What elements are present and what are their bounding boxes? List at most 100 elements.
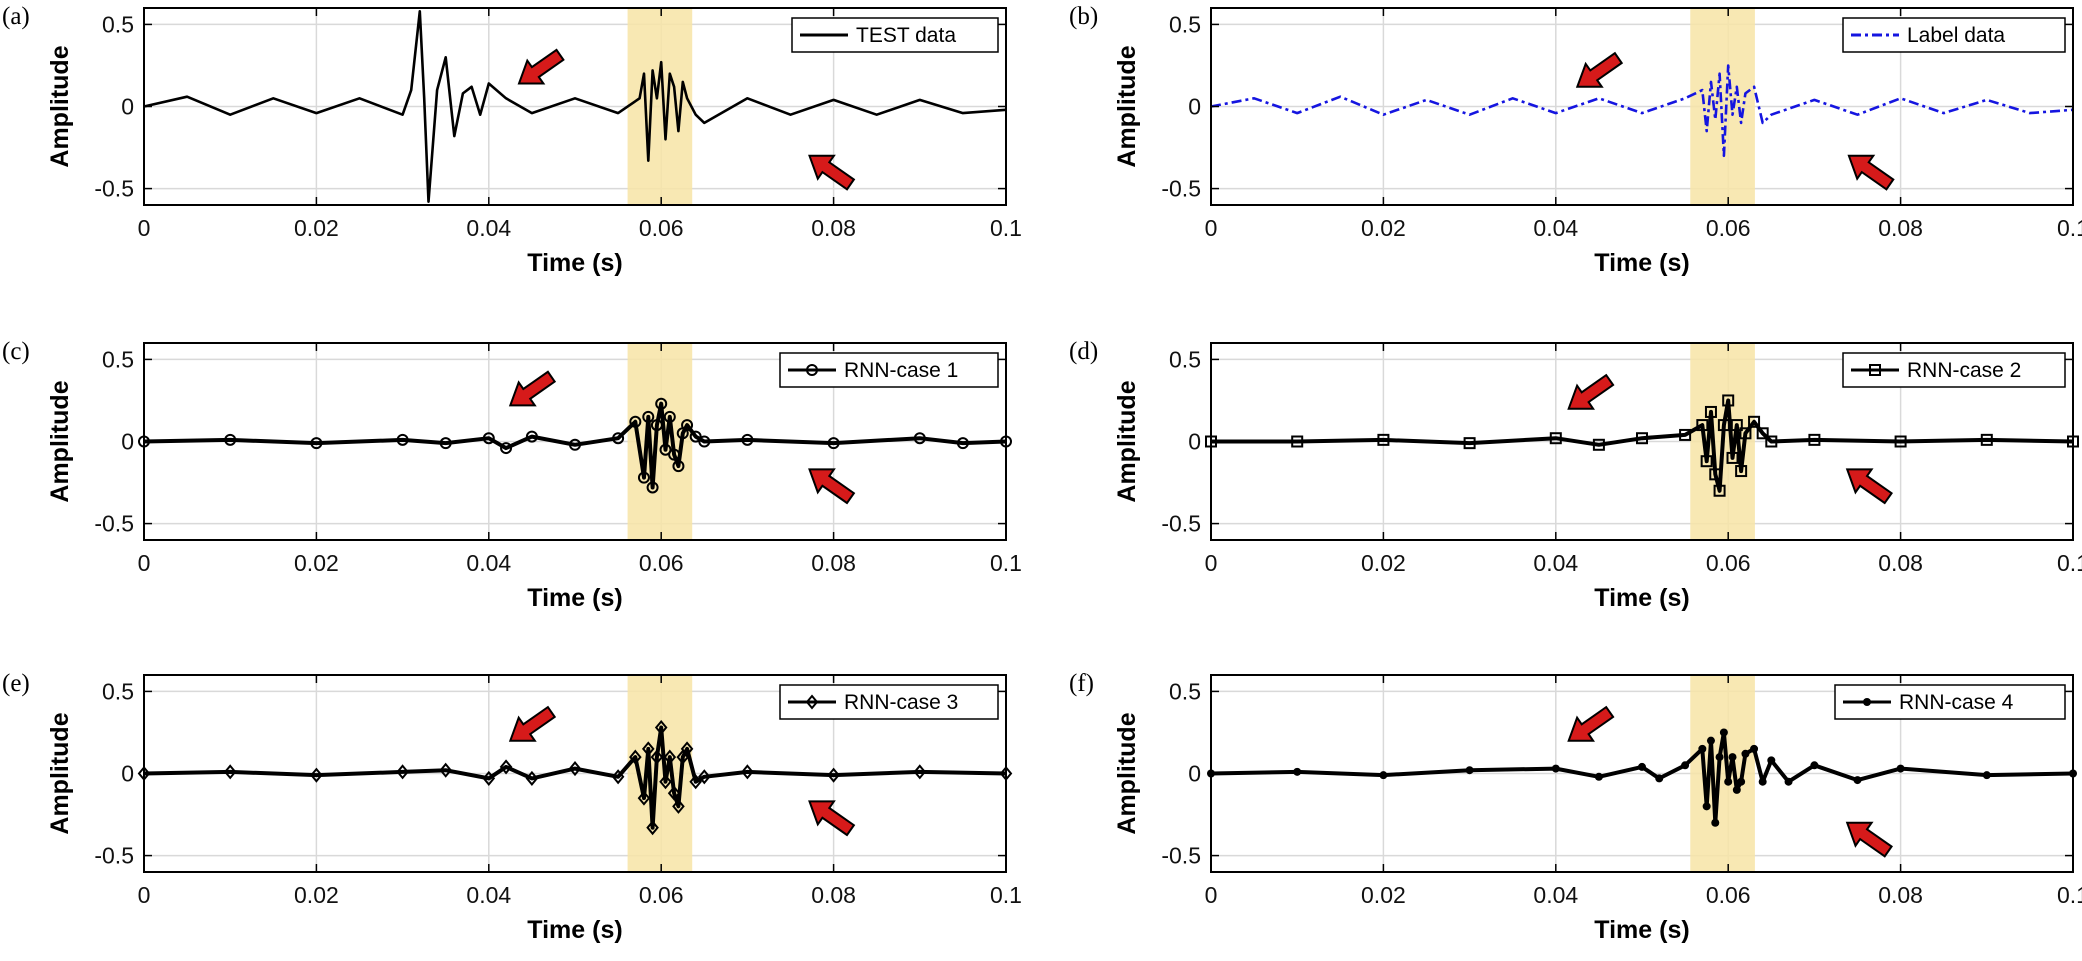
data-point [1713,484,1726,497]
red-arrow-icon [808,800,856,837]
data-point [672,798,685,814]
highlight-band [627,8,693,205]
y-tick-label: 0.5 [1169,11,1201,37]
x-tick-label: 0 [138,550,151,576]
legend-label: Label data [1907,24,2005,47]
series-line [1210,64,2074,158]
data-point [642,410,655,423]
x-tick-label: 0.08 [811,550,856,576]
legend-marker [806,364,818,376]
y-tick-label: -0.5 [1161,511,1201,537]
red-arrow-icon [808,468,856,505]
data-point [612,432,625,445]
data-point [1551,764,1560,773]
data-point [500,442,513,455]
y-tick-label: -0.5 [1161,843,1201,869]
x-tick-label: 0.06 [639,882,684,908]
x-tick-label: 0 [1205,215,1218,241]
data-point [569,438,581,451]
data-point [396,764,409,780]
data-point [1748,415,1761,428]
x-tick-label: 0 [1205,550,1218,576]
y-tick-label: -0.5 [94,511,134,537]
data-point [1739,427,1752,440]
x-axis-label: Time (s) [527,584,622,612]
data-point [525,770,539,786]
data-point [1728,753,1737,762]
data-point [1704,405,1717,418]
x-tick-label: 0.08 [811,215,856,241]
data-point [1758,777,1767,786]
y-tick-label: 0 [1188,94,1201,120]
red-arrow-icon [1847,154,1895,191]
x-tick-label: 0.04 [466,882,511,908]
y-tick-label: 0 [121,761,134,787]
data-point [1377,433,1390,446]
red-arrow-icon [1845,821,1893,858]
data-point [641,741,655,757]
data-point [1756,427,1769,440]
y-tick-label: 0 [121,429,134,455]
data-point [1291,435,1304,448]
x-axis-label: Time (s) [1594,584,1689,612]
data-point [1594,772,1603,781]
y-axis-label: Amplitude [46,380,74,502]
series [137,719,1013,836]
data-point [827,767,840,783]
data-point [1638,762,1646,771]
x-tick-label: 0.1 [990,882,1022,908]
red-arrow-icon [1575,51,1624,88]
legend-label: RNN-case 2 [1907,359,2021,382]
x-axis-label: Time (s) [527,249,622,277]
y-axis-label: Amplitude [1113,380,1141,502]
y-tick-label: -0.5 [94,176,134,202]
data-point [667,785,681,801]
legend-label: RNN-case 1 [844,359,958,382]
data-point [1894,435,1907,448]
x-axis-label: Time (s) [527,916,622,944]
series-line [143,725,1007,830]
data-point [1719,728,1728,737]
x-tick-label: 0.1 [2057,550,2082,576]
data-point [1808,433,1821,446]
x-tick-label: 0.08 [811,882,856,908]
x-tick-label: 0.02 [1361,550,1406,576]
series [143,10,1007,203]
x-tick-label: 0.02 [1361,882,1406,908]
x-tick-label: 0.1 [2057,882,2082,908]
y-tick-label: 0.5 [1169,346,1201,372]
data-point [1726,451,1739,464]
panel-letter: (a) [2,3,30,30]
y-tick-label: 0.5 [102,346,134,372]
panel-letter: (f) [1069,670,1094,697]
data-point [1293,767,1302,776]
x-tick-label: 0.04 [1533,550,1578,576]
data-point [741,764,754,780]
data-point [1980,433,1993,446]
y-tick-label: 0.5 [1169,678,1201,704]
legend: RNN-case 2 [1842,352,2066,388]
data-point [1735,465,1748,478]
data-point [1741,749,1750,758]
series [138,397,1012,494]
data-point [913,764,927,780]
data-point [1463,437,1476,450]
y-tick-label: 0 [1188,429,1201,455]
x-tick-label: 0.06 [1706,215,1751,241]
data-point [689,430,702,443]
data-point [668,448,681,461]
data-point [1750,744,1759,753]
data-point [439,437,452,450]
y-axis-label: Amplitude [1113,712,1141,834]
legend-label: RNN-case 3 [844,691,958,714]
data-point [1737,777,1746,786]
data-point [741,433,754,446]
data-point [1784,777,1793,786]
x-tick-label: 0.04 [1533,882,1578,908]
x-tick-label: 0.02 [294,550,339,576]
data-point [663,749,677,765]
red-arrow-icon [1567,373,1615,410]
